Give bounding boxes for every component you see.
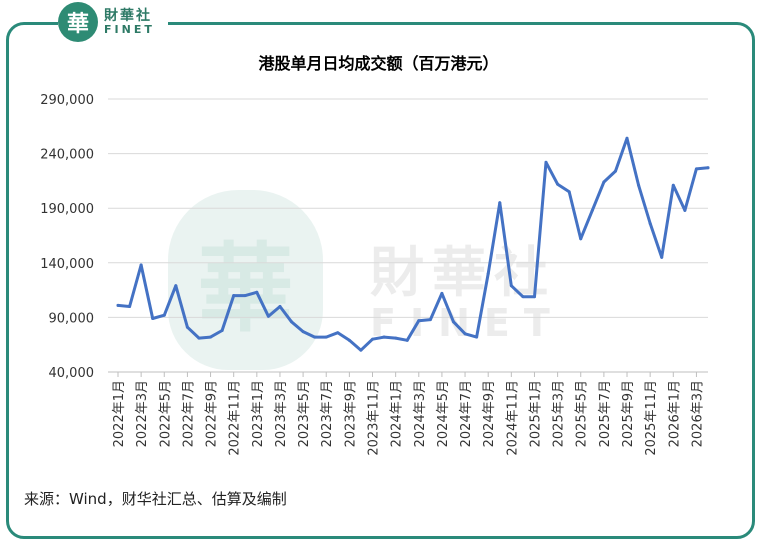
data-point: [509, 284, 513, 288]
data-point: [625, 136, 629, 140]
x-tick-label: 2024年3月: [413, 380, 428, 447]
x-tick-label: 2023年9月: [343, 380, 358, 447]
data-point: [382, 335, 386, 339]
data-point: [475, 335, 479, 339]
data-point: [648, 221, 652, 225]
data-point: [197, 336, 201, 340]
data-point: [347, 338, 351, 342]
data-point: [209, 335, 213, 339]
x-tick-label: 2026年1月: [667, 380, 682, 447]
data-point: [428, 318, 432, 322]
data-point: [174, 284, 178, 288]
y-tick-label: 90,000: [49, 311, 95, 326]
data-point: [243, 294, 247, 298]
data-point: [324, 335, 328, 339]
data-point: [637, 183, 641, 187]
data-point: [359, 348, 363, 352]
x-tick-label: 2024年7月: [459, 380, 474, 447]
logo-name-en: FINET: [104, 22, 155, 36]
data-point: [255, 290, 259, 294]
data-point: [532, 295, 536, 299]
data-point: [394, 336, 398, 340]
data-point: [220, 329, 224, 333]
logo-name-cn: 財華社: [104, 7, 152, 24]
x-tick-label: 2023年5月: [297, 380, 312, 447]
x-tick-label: 2025年7月: [598, 380, 613, 447]
data-point: [590, 208, 594, 212]
series-group: [116, 136, 710, 352]
data-point: [683, 208, 687, 212]
x-axis: 2022年1月 2022年3月 2022年5月 2022年7月 2022年9月 2022年…: [112, 372, 705, 456]
x-tick-label: 2022年9月: [205, 380, 220, 447]
x-tick-label: 2025年5月: [575, 380, 590, 447]
data-point: [162, 313, 166, 317]
x-tick-label: 2026年3月: [690, 380, 705, 447]
y-axis: 290,000 240,000 190,000 140,000 90,000 40,000: [40, 93, 94, 381]
data-point: [405, 338, 409, 342]
data-point: [671, 183, 675, 187]
finet-logo: 華 財華社 FINET: [58, 0, 168, 44]
data-point: [579, 237, 583, 241]
x-tick-label: 2025年1月: [528, 380, 543, 447]
x-tick-label: 2024年5月: [436, 380, 451, 447]
data-point: [544, 160, 548, 164]
data-point: [463, 332, 467, 336]
data-point: [278, 304, 282, 308]
data-point: [116, 303, 120, 307]
data-point: [128, 304, 132, 308]
x-tick-label: 2022年3月: [135, 380, 150, 447]
x-tick-label: 2022年1月: [112, 380, 127, 447]
x-tick-label: 2023年11月: [367, 380, 382, 456]
x-tick-label: 2025年9月: [621, 380, 636, 447]
data-point: [613, 169, 617, 173]
x-tick-label: 2024年9月: [482, 380, 497, 447]
data-point: [706, 166, 710, 170]
data-point: [336, 331, 340, 335]
data-point: [521, 295, 525, 299]
source-note: 来源：Wind，财华社汇总、估算及编制: [24, 490, 287, 508]
data-point: [232, 294, 236, 298]
data-point: [371, 337, 375, 341]
data-point: [151, 316, 155, 320]
data-point: [660, 255, 664, 259]
x-tick-label: 2023年7月: [320, 380, 335, 447]
x-tick-label: 2022年7月: [181, 380, 196, 447]
x-tick-label: 2025年11月: [644, 380, 659, 456]
y-tick-label: 140,000: [40, 257, 94, 272]
y-tick-label: 190,000: [40, 202, 94, 217]
data-point: [301, 330, 305, 334]
chart-frame: [6, 22, 755, 539]
y-tick-label: 40,000: [49, 366, 95, 381]
series-line: [116, 136, 710, 352]
y-tick-label: 290,000: [40, 93, 94, 108]
data-point: [486, 272, 490, 276]
x-tick-label: 2023年1月: [251, 380, 266, 447]
data-point: [139, 263, 143, 267]
x-tick-label: 2025年3月: [552, 380, 567, 447]
data-point: [440, 291, 444, 295]
y-tick-label: 240,000: [40, 148, 94, 163]
gridlines: [108, 98, 708, 373]
x-tick-label: 2023年3月: [274, 380, 289, 447]
data-point: [498, 201, 502, 205]
data-point: [185, 325, 189, 329]
data-point: [290, 320, 294, 324]
x-tick-label: 2022年11月: [228, 380, 243, 456]
data-point: [417, 319, 421, 323]
data-point: [266, 314, 270, 318]
logo-brand: 財華社 FINET: [104, 9, 155, 35]
x-tick-label: 2022年5月: [158, 380, 173, 447]
data-point: [694, 167, 698, 171]
watermark-seal: 華: [168, 190, 323, 370]
data-point: [451, 320, 455, 324]
data-point: [556, 182, 560, 186]
chart-title: 港股单月日均成交额（百万港元）: [258, 54, 499, 73]
data-point: [602, 180, 606, 184]
x-tick-label: 2024年11月: [505, 380, 520, 456]
data-point: [567, 190, 571, 194]
data-point: [313, 335, 317, 339]
x-tick-label: 2024年1月: [390, 380, 405, 447]
logo-seal-icon: 華: [58, 2, 98, 42]
